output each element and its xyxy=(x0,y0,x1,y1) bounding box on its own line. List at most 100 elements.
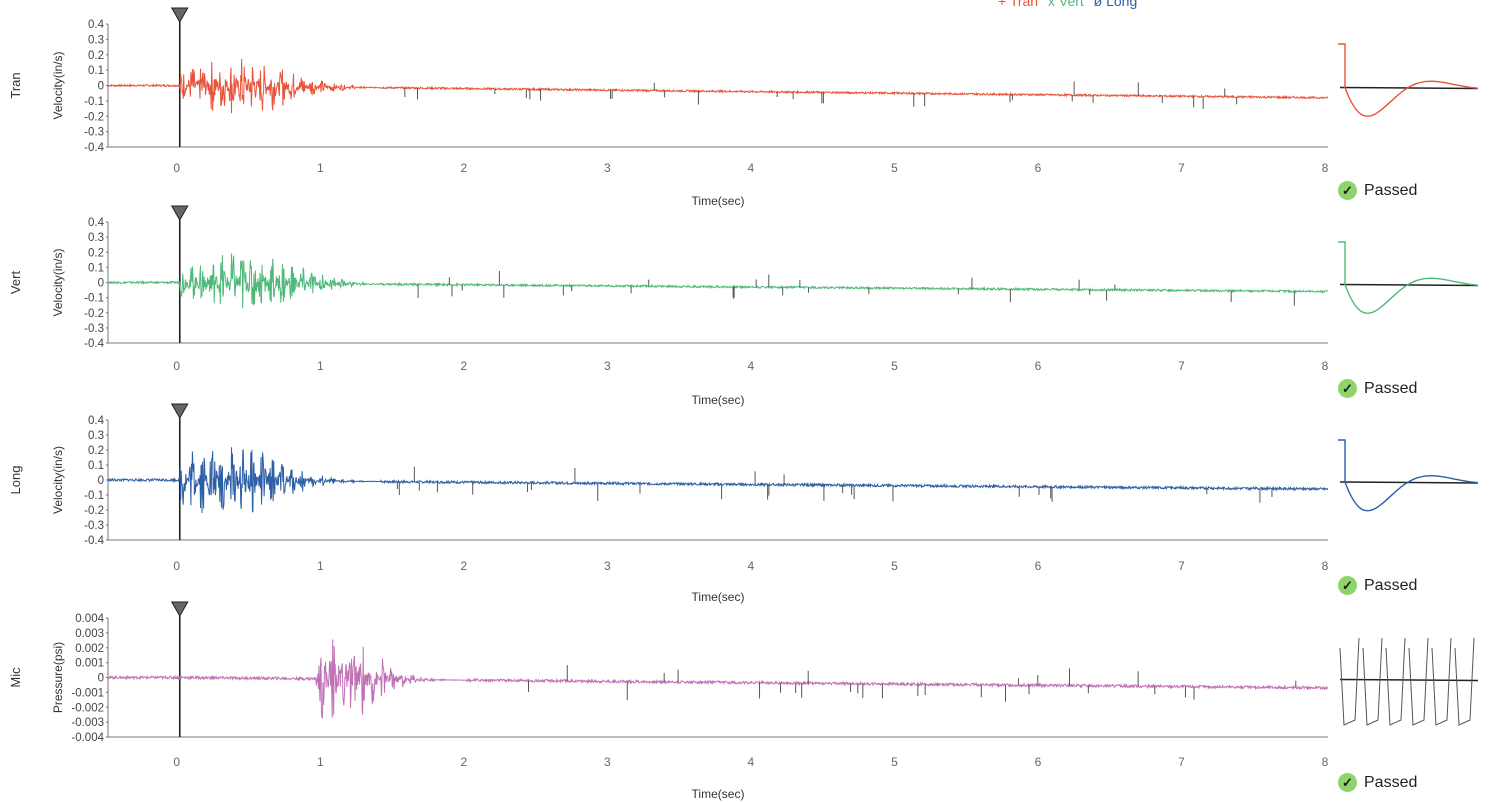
y-tick-label: -0.001 xyxy=(71,687,104,699)
inset-baseline xyxy=(1339,86,1479,90)
panel-mic: 0.004 0.003 0.002 0.001 0 -0.001 -0.002 -0.003 -… xyxy=(8,601,1479,801)
y-axis-label: Velocity(in/s) xyxy=(51,248,65,316)
status-tran: ✓ Passed xyxy=(1338,181,1417,200)
y-tick-label: -0.4 xyxy=(84,338,104,350)
status-label: Passed xyxy=(1364,181,1418,199)
check-icon: ✓ xyxy=(1338,576,1357,595)
x-tick-label: 4 xyxy=(748,161,755,175)
y-tick-label: -0.2 xyxy=(84,111,104,123)
y-tick-label: 0.002 xyxy=(75,643,104,655)
x-tick-label: 5 xyxy=(891,559,898,573)
x-tick-label: 0 xyxy=(173,359,180,373)
status-long: ✓ Passed xyxy=(1338,576,1417,595)
x-tick-label: 1 xyxy=(317,359,324,373)
status-mic: ✓ Passed xyxy=(1338,773,1417,792)
x-tick-label: 2 xyxy=(460,161,467,175)
y-tick-label: 0.1 xyxy=(88,262,104,274)
waveform-long xyxy=(107,447,1329,514)
x-tick-label: 8 xyxy=(1322,755,1329,769)
x-tick-label: 6 xyxy=(1035,161,1042,175)
inset-baseline xyxy=(1339,481,1479,484)
x-axis-label: Time(sec) xyxy=(692,194,745,208)
y-axis-label: Velocity(in/s) xyxy=(51,446,65,514)
waveform-vert xyxy=(107,253,1329,309)
x-tick-label: 8 xyxy=(1322,359,1329,373)
y-tick-label: 0.2 xyxy=(88,247,104,259)
y-tick-label: 0.4 xyxy=(88,415,105,427)
x-tick-label: 2 xyxy=(460,359,467,373)
x-tick-label: 0 xyxy=(173,559,180,573)
y-tick-label: 0.3 xyxy=(88,34,104,46)
trigger-marker xyxy=(170,205,189,222)
x-tick-label: 3 xyxy=(604,359,611,373)
x-tick-label: 1 xyxy=(317,559,324,573)
waveform-tran xyxy=(107,58,1329,114)
panel-vert: 0.4 0.3 0.2 0.1 0 -0.1 -0.2 -0.3 -0.4 0 1 2 3 4 5 6 7 8 Ti… xyxy=(8,205,1479,407)
x-tick-label: 5 xyxy=(891,755,898,769)
check-icon: ✓ xyxy=(1338,773,1357,792)
x-tick-label: 5 xyxy=(891,359,898,373)
y-tick-label: 0.4 xyxy=(88,217,105,229)
status-label: Passed xyxy=(1364,576,1418,594)
channel-label: Vert xyxy=(8,271,23,295)
inset-waveform xyxy=(1339,637,1475,726)
x-tick-label: 2 xyxy=(460,559,467,573)
y-tick-label: -0.1 xyxy=(84,293,104,305)
legend-long: ø Long xyxy=(1093,0,1138,9)
inset-baseline xyxy=(1339,283,1479,287)
y-tick-label: -0.1 xyxy=(84,96,104,108)
inset-waveform xyxy=(1338,241,1479,314)
y-tick-label: 0 xyxy=(98,278,104,290)
panel-long: 0.4 0.3 0.2 0.1 0 -0.1 -0.2 -0.3 -0.4 0 1 2 3 4 5 6 7 8 Ti… xyxy=(8,403,1479,604)
x-tick-label: 8 xyxy=(1322,161,1329,175)
status-label: Passed xyxy=(1364,379,1418,397)
y-tick-label: 0.2 xyxy=(88,445,104,457)
x-tick-label: 0 xyxy=(173,755,180,769)
y-tick-label: -0.3 xyxy=(84,323,104,335)
y-tick-label: -0.003 xyxy=(71,717,104,729)
channel-label: Tran xyxy=(8,72,23,98)
legend-tran: + Tran xyxy=(998,0,1039,9)
trigger-marker xyxy=(170,601,189,618)
inset-baseline xyxy=(1339,678,1479,682)
x-axis-label: Time(sec) xyxy=(692,590,745,604)
x-tick-label: 1 xyxy=(317,161,324,175)
x-tick-label: 6 xyxy=(1035,755,1042,769)
x-tick-label: 6 xyxy=(1035,359,1042,373)
x-axis-label: Time(sec) xyxy=(692,787,745,801)
y-tick-label: 0 xyxy=(98,475,104,487)
y-tick-label: 0 xyxy=(98,673,104,685)
y-tick-label: 0.1 xyxy=(88,460,104,472)
x-axis-label: Time(sec) xyxy=(692,393,745,407)
y-tick-label: 0.3 xyxy=(88,430,104,442)
y-tick-label: 0 xyxy=(98,81,104,93)
y-tick-label: 0.3 xyxy=(88,232,104,244)
check-icon: ✓ xyxy=(1338,181,1357,200)
y-axis-label: Pressure(psi) xyxy=(51,642,65,713)
y-tick-label: 0.4 xyxy=(88,19,105,31)
y-axis-label: Velocity(in/s) xyxy=(51,51,65,119)
channel-label: Mic xyxy=(8,667,23,688)
panel-tran: 0.4 0.3 0.2 0.1 0 -0.1 -0.2 -0.3 -0.4 0 1 2 3 4 5 6 7 8 Ti… xyxy=(8,7,1479,208)
x-tick-label: 0 xyxy=(173,161,180,175)
y-tick-label: -0.4 xyxy=(84,142,104,154)
y-tick-label: -0.3 xyxy=(84,520,104,532)
inset-waveform xyxy=(1338,439,1479,512)
x-tick-label: 8 xyxy=(1322,559,1329,573)
y-tick-label: -0.002 xyxy=(71,702,104,714)
y-tick-label: -0.4 xyxy=(84,535,104,547)
y-tick-label: 0.001 xyxy=(75,658,104,670)
check-icon: ✓ xyxy=(1338,379,1357,398)
y-tick-label: 0.003 xyxy=(75,628,104,640)
x-tick-label: 5 xyxy=(891,161,898,175)
x-tick-label: 3 xyxy=(604,161,611,175)
trigger-marker xyxy=(170,403,189,420)
status-vert: ✓ Passed xyxy=(1338,379,1417,398)
status-label: Passed xyxy=(1364,773,1418,791)
legend: + Tran x Vert ø Long xyxy=(998,0,1143,9)
x-tick-label: 7 xyxy=(1178,161,1185,175)
x-tick-label: 4 xyxy=(748,359,755,373)
x-tick-label: 7 xyxy=(1178,359,1185,373)
x-tick-label: 7 xyxy=(1178,755,1185,769)
